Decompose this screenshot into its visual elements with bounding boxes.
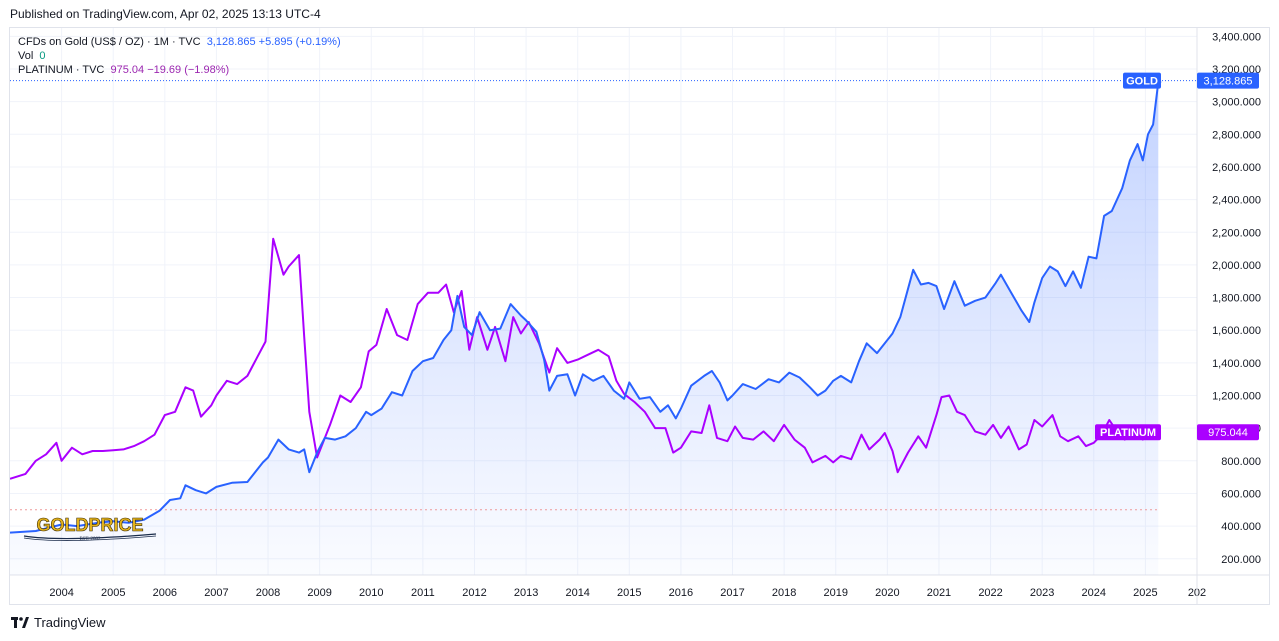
chart-frame xyxy=(9,27,1270,605)
goldprice-brand: GOLDPRICE xyxy=(36,515,143,535)
y-tick-label: 1,400.000 xyxy=(1212,358,1261,370)
y-tick-label: 200.000 xyxy=(1221,554,1261,566)
gold-series-line[interactable] xyxy=(10,81,1160,534)
tradingview-brand: TradingView xyxy=(34,615,106,630)
x-tick-label: 2013 xyxy=(514,587,538,599)
y-tick-label: 1,800.000 xyxy=(1212,293,1261,305)
gold-price-tag[interactable]: GOLD 3,128.865 xyxy=(1123,72,1259,89)
plot-area[interactable] xyxy=(10,81,1160,575)
published-caption: Published on TradingView.com, Apr 02, 20… xyxy=(10,7,321,21)
x-tick-label: 2008 xyxy=(256,587,280,599)
gold-tag-name: GOLD xyxy=(1126,76,1158,88)
platinum-tag-value: 975.044 xyxy=(1208,427,1248,439)
x-tick-label: 2024 xyxy=(1082,587,1106,599)
platinum-tag-name: PLATINUM xyxy=(1100,427,1156,439)
legend-platinum-values: 975.04 −19.69 (−1.98%) xyxy=(110,64,230,76)
x-tick-label: 2016 xyxy=(669,587,693,599)
x-tick-label: 2015 xyxy=(617,587,641,599)
y-tick-label: 600.000 xyxy=(1221,488,1261,500)
platinum-price-tag[interactable]: PLATINUM 975.044 xyxy=(1095,424,1259,441)
x-tick-label: 2017 xyxy=(720,587,744,599)
x-tick-label: 2019 xyxy=(823,587,847,599)
gold-area-fill xyxy=(10,82,1159,575)
x-tick-label: 2023 xyxy=(1030,587,1054,599)
x-tick-label: 2007 xyxy=(204,587,228,599)
gold-tag-value: 3,128.865 xyxy=(1204,76,1253,88)
x-tick-label: 2022 xyxy=(978,587,1002,599)
goldprice-logo: GOLDPRICE EST. 2002 xyxy=(23,515,157,542)
legend-vol-value: 0 xyxy=(39,50,46,62)
x-tick-label: 2004 xyxy=(49,587,73,599)
x-tick-label: 2012 xyxy=(462,587,486,599)
x-tick-label: 2021 xyxy=(927,587,951,599)
y-tick-label: 1,200.000 xyxy=(1212,391,1261,403)
x-tick-label: 2009 xyxy=(307,587,331,599)
y-tick-label: 2,200.000 xyxy=(1212,227,1261,239)
tradingview-footer[interactable]: TradingView xyxy=(11,615,106,630)
y-tick-label: 3,000.000 xyxy=(1212,97,1261,109)
x-tick-label: 2025 xyxy=(1133,587,1157,599)
x-tick-label: 2006 xyxy=(153,587,177,599)
y-tick-label: 400.000 xyxy=(1221,521,1261,533)
y-tick-label: 800.000 xyxy=(1221,456,1261,468)
chart-legend: CFDs on Gold (US$ / OZ) · 1M · TVC 3,128… xyxy=(18,35,341,77)
legend-platinum-row[interactable]: PLATINUM · TVC 975.04 −19.69 (−1.98%) xyxy=(18,63,341,77)
x-tick-label: 2011 xyxy=(411,587,435,599)
y-tick-label: 2,600.000 xyxy=(1212,162,1261,174)
tradingview-logo-icon xyxy=(11,616,29,628)
y-tick-label: 3,400.000 xyxy=(1212,31,1261,43)
legend-vol-label: Vol xyxy=(18,50,34,62)
goldprice-tagline: EST. 2002 xyxy=(79,537,101,542)
x-tick-label: 2010 xyxy=(359,587,383,599)
legend-vol-row[interactable]: Vol 0 xyxy=(18,49,341,63)
y-tick-label: 2,000.000 xyxy=(1212,260,1261,272)
y-tick-label: 2,800.000 xyxy=(1212,129,1261,141)
x-tick-label: 2014 xyxy=(565,587,589,599)
x-tick-label: 2018 xyxy=(772,587,796,599)
legend-gold-symbol: CFDs on Gold (US$ / OZ) · 1M · TVC xyxy=(18,36,201,48)
x-tick-label: 2020 xyxy=(875,587,899,599)
y-tick-label: 2,400.000 xyxy=(1212,195,1261,207)
legend-platinum-symbol: PLATINUM · TVC xyxy=(18,64,105,76)
legend-gold-row[interactable]: CFDs on Gold (US$ / OZ) · 1M · TVC 3,128… xyxy=(18,35,341,49)
legend-gold-values: 3,128.865 +5.895 (+0.19%) xyxy=(206,36,341,48)
x-tick-label: 2005 xyxy=(101,587,125,599)
y-tick-label: 1,600.000 xyxy=(1212,325,1261,337)
platinum-series-line[interactable] xyxy=(10,237,1159,480)
